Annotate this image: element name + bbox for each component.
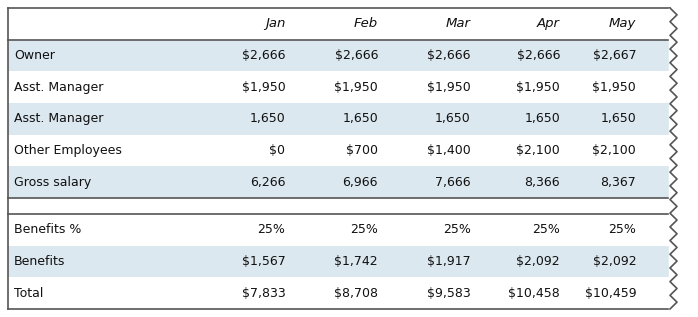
Text: $2,666: $2,666 <box>242 49 285 62</box>
Text: 1,650: 1,650 <box>435 112 470 125</box>
Text: Owner: Owner <box>14 49 55 62</box>
Text: $2,092: $2,092 <box>517 255 560 268</box>
Text: 7,666: 7,666 <box>435 176 470 189</box>
Bar <box>8 40 670 71</box>
Text: $8,708: $8,708 <box>334 287 378 300</box>
Text: 1,650: 1,650 <box>250 112 285 125</box>
Text: Apr: Apr <box>537 17 560 30</box>
Text: $1,917: $1,917 <box>427 255 470 268</box>
Text: Benefits %: Benefits % <box>14 223 82 236</box>
Text: $2,666: $2,666 <box>517 49 560 62</box>
Text: $0: $0 <box>269 144 285 157</box>
Text: $2,667: $2,667 <box>593 49 636 62</box>
Text: 25%: 25% <box>609 223 636 236</box>
Text: 1,650: 1,650 <box>342 112 378 125</box>
Text: $1,950: $1,950 <box>242 81 285 94</box>
Bar <box>8 246 670 277</box>
Text: Mar: Mar <box>446 17 470 30</box>
Bar <box>8 103 670 135</box>
Text: 8,367: 8,367 <box>600 176 636 189</box>
Text: Asst. Manager: Asst. Manager <box>14 112 103 125</box>
Text: Benefits: Benefits <box>14 255 66 268</box>
Text: 25%: 25% <box>532 223 560 236</box>
Text: $1,950: $1,950 <box>334 81 378 94</box>
Text: Other Employees: Other Employees <box>14 144 122 157</box>
Text: Gross salary: Gross salary <box>14 176 91 189</box>
Text: 6,266: 6,266 <box>250 176 285 189</box>
Text: 8,366: 8,366 <box>524 176 560 189</box>
Text: Jan: Jan <box>265 17 285 30</box>
Text: $700: $700 <box>346 144 378 157</box>
Text: $1,742: $1,742 <box>334 255 378 268</box>
Text: $7,833: $7,833 <box>242 287 285 300</box>
Text: May: May <box>609 17 636 30</box>
Text: Feb: Feb <box>354 17 378 30</box>
Text: 1,650: 1,650 <box>600 112 636 125</box>
Text: 25%: 25% <box>258 223 285 236</box>
Text: $2,100: $2,100 <box>517 144 560 157</box>
Text: $2,666: $2,666 <box>334 49 378 62</box>
Text: $9,583: $9,583 <box>427 287 470 300</box>
Text: 1,650: 1,650 <box>524 112 560 125</box>
Text: 6,966: 6,966 <box>343 176 378 189</box>
Text: $10,459: $10,459 <box>585 287 636 300</box>
Text: $1,950: $1,950 <box>427 81 470 94</box>
Text: 25%: 25% <box>350 223 378 236</box>
Text: $2,100: $2,100 <box>593 144 636 157</box>
Text: $1,950: $1,950 <box>593 81 636 94</box>
Text: Asst. Manager: Asst. Manager <box>14 81 103 94</box>
Bar <box>8 166 670 198</box>
Text: Total: Total <box>14 287 43 300</box>
Text: $2,666: $2,666 <box>427 49 470 62</box>
Text: $1,950: $1,950 <box>517 81 560 94</box>
Text: $1,400: $1,400 <box>427 144 470 157</box>
Text: $10,458: $10,458 <box>508 287 560 300</box>
Text: $2,092: $2,092 <box>593 255 636 268</box>
Text: 25%: 25% <box>443 223 470 236</box>
Text: $1,567: $1,567 <box>242 255 285 268</box>
